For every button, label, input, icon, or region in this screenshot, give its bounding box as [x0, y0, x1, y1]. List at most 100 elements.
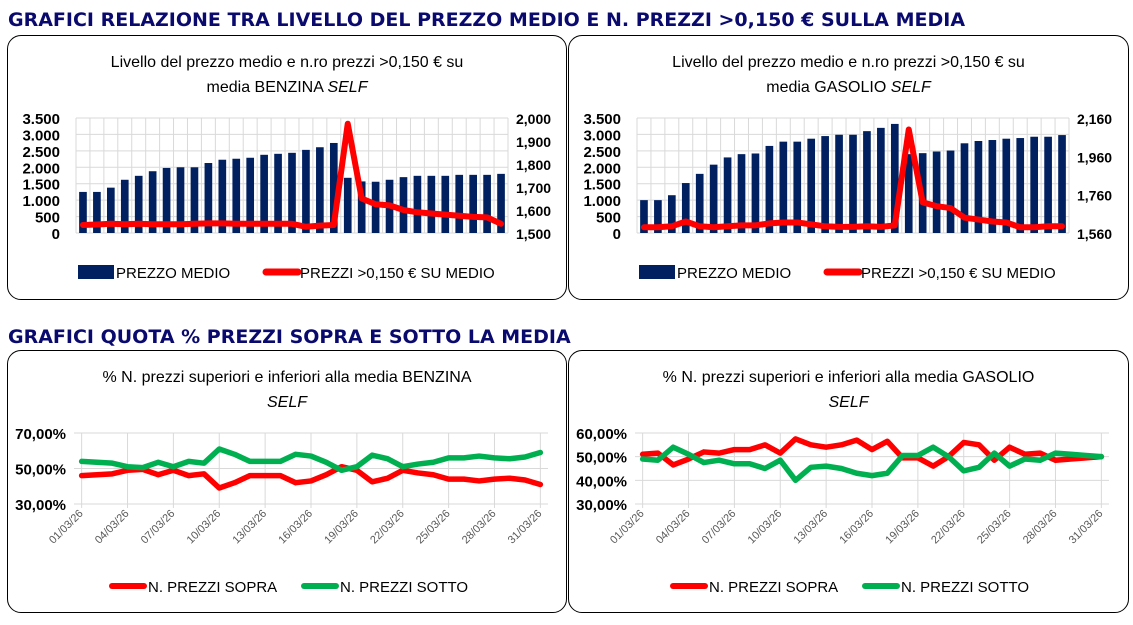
x-axis-tick-label: 13/03/26	[230, 508, 269, 547]
left-axis-tick-label: 500	[596, 210, 621, 227]
bar-prezzo-medio	[904, 154, 913, 233]
right-axis-tick-label: 1,800	[516, 157, 551, 173]
x-axis-tick-label: 22/03/26	[368, 508, 407, 547]
bar-prezzo-medio	[218, 159, 227, 233]
x-axis-tick-label: 28/03/26	[460, 508, 499, 547]
x-axis-tick-label: 16/03/26	[276, 508, 315, 547]
bar-prezzo-medio	[723, 157, 732, 233]
bar-prezzo-medio	[455, 174, 464, 233]
bar-prezzo-medio	[640, 200, 648, 233]
legend-label: N. PREZZI SOTTO	[901, 579, 1029, 596]
bar-prezzo-medio	[357, 181, 366, 233]
y-axis-tick-label: 50,00%	[576, 450, 627, 467]
bar-prezzo-medio	[1030, 136, 1038, 233]
left-axis-tick-label: 2.500	[583, 144, 621, 161]
chart-title: Livello del prezzo medio e n.ro prezzi >…	[110, 54, 464, 96]
bar-prezzo-medio	[93, 191, 101, 233]
left-axis-tick-label: 3.000	[22, 127, 60, 144]
bar-prezzo-medio	[413, 175, 422, 233]
bar-prezzo-medio	[765, 145, 774, 233]
bar-prezzo-medio	[751, 153, 760, 233]
right-axis-tick-label: 1,500	[516, 226, 551, 242]
bar-prezzo-medio	[1044, 136, 1052, 233]
chart-title: Livello del prezzo medio e n.ro prezzi >…	[672, 54, 1025, 96]
legend-label: PREZZO MEDIO	[677, 265, 791, 282]
right-axis-tick-label: 1,560	[1077, 226, 1112, 242]
left-axis-tick-label: 3.000	[583, 127, 621, 144]
y-axis-tick-label: 30,00%	[15, 497, 66, 514]
x-axis-tick-label: 10/03/26	[185, 508, 224, 547]
bar-prezzo-medio	[932, 151, 941, 233]
right-axis-tick-label: 2,000	[516, 111, 551, 127]
bar-prezzo-medio	[1002, 138, 1011, 233]
bar-prezzo-medio	[274, 153, 282, 233]
left-axis-tick-label: 2.000	[22, 160, 60, 177]
bar-prezzo-medio	[204, 163, 213, 233]
bar-prezzo-medio	[960, 143, 969, 233]
bar-prezzo-medio	[863, 131, 871, 233]
left-axis-tick-label: 0	[52, 226, 60, 243]
bar-prezzo-medio	[79, 191, 87, 233]
right-axis-tick-label: 1,900	[516, 134, 551, 150]
left-axis-tick-label: 1.500	[22, 177, 60, 194]
legend-label: N. PREZZI SOPRA	[148, 579, 277, 596]
bar-prezzo-medio	[668, 195, 676, 233]
bar-prezzo-medio	[371, 181, 380, 233]
right-axis-tick-label: 2,160	[1077, 111, 1112, 127]
x-axis-tick-label: 07/03/26	[139, 508, 178, 547]
line-n-prezzi-sopra	[639, 436, 1105, 469]
x-axis-tick-label: 22/03/26	[929, 508, 968, 547]
x-axis-tick-label: 19/03/26	[322, 508, 361, 547]
bar-prezzo-medio	[162, 167, 171, 233]
left-axis-tick-label: 500	[35, 210, 60, 227]
bar-prezzo-medio	[793, 141, 802, 233]
bar-prezzo-medio	[302, 149, 310, 233]
bar-prezzo-medio	[176, 167, 185, 233]
y-axis-tick-label: 60,00%	[576, 426, 627, 443]
chart-panel-benzina-percent: % N. prezzi superiori e inferiori alla m…	[7, 350, 567, 613]
bar-prezzo-medio	[890, 123, 899, 233]
y-axis-tick-label: 40,00%	[576, 473, 627, 490]
x-axis-tick-label: 10/03/26	[746, 508, 785, 547]
x-axis-tick-label: 31/03/26	[506, 508, 545, 547]
legend-label: N. PREZZI SOPRA	[709, 579, 838, 596]
line-prezzi-sopra-soglia	[640, 126, 1066, 231]
bar-prezzo-medio	[288, 152, 296, 233]
bar-prezzo-medio	[946, 150, 955, 233]
bar-prezzo-medio	[316, 147, 324, 233]
x-axis-tick-label: 04/03/26	[654, 508, 693, 547]
bar-prezzo-medio	[260, 154, 268, 233]
bar-prezzo-medio	[232, 158, 241, 233]
bar-prezzo-medio	[654, 200, 662, 233]
bar-prezzo-medio	[343, 177, 352, 233]
x-axis-tick-label: 28/03/26	[1021, 508, 1060, 547]
x-axis-tick-label: 19/03/26	[883, 508, 922, 547]
section-title-percent-share: GRAFICI QUOTA % PREZZI SOPRA E SOTTO LA …	[8, 326, 571, 348]
chart-svg: 30,00%40,00%50,00%60,00%01/03/26 04/03/26…	[576, 426, 1109, 596]
x-axis-tick-label: 31/03/26	[1067, 508, 1106, 547]
bar-prezzo-medio	[190, 167, 199, 233]
chart-panel-benzina-price: Livello del prezzo medio e n.ro prezzi >…	[7, 35, 567, 300]
x-axis-tick-label: 25/03/26	[975, 508, 1014, 547]
bar-prezzo-medio	[1058, 135, 1066, 233]
left-axis-tick-label: 0	[613, 226, 621, 243]
right-axis-tick-label: 1,760	[1077, 188, 1112, 204]
bar-prezzo-medio	[148, 171, 157, 233]
bar-prezzo-medio	[695, 173, 704, 233]
right-axis-tick-label: 1,700	[516, 180, 551, 196]
bar-prezzo-medio	[469, 174, 477, 233]
y-axis-tick-label: 70,00%	[15, 426, 66, 443]
x-axis-tick-label: 04/03/26	[93, 508, 132, 547]
chart-svg: 30,00%50,00%70,00%01/03/26 04/03/26 07/03/…	[15, 426, 548, 596]
left-axis-tick-label: 1.000	[583, 193, 621, 210]
bar-prezzo-medio	[779, 141, 788, 233]
bar-prezzo-medio	[821, 136, 829, 233]
left-axis-tick-label: 3.500	[583, 111, 621, 128]
bar-prezzo-medio	[483, 174, 491, 233]
chart-title: % N. prezzi superiori e inferiori alla m…	[662, 369, 1035, 411]
x-axis-tick-label: 25/03/26	[414, 508, 453, 547]
left-axis-tick-label: 3.500	[22, 111, 60, 128]
bar-prezzo-medio	[120, 179, 129, 233]
bar-prezzo-medio	[246, 157, 255, 233]
